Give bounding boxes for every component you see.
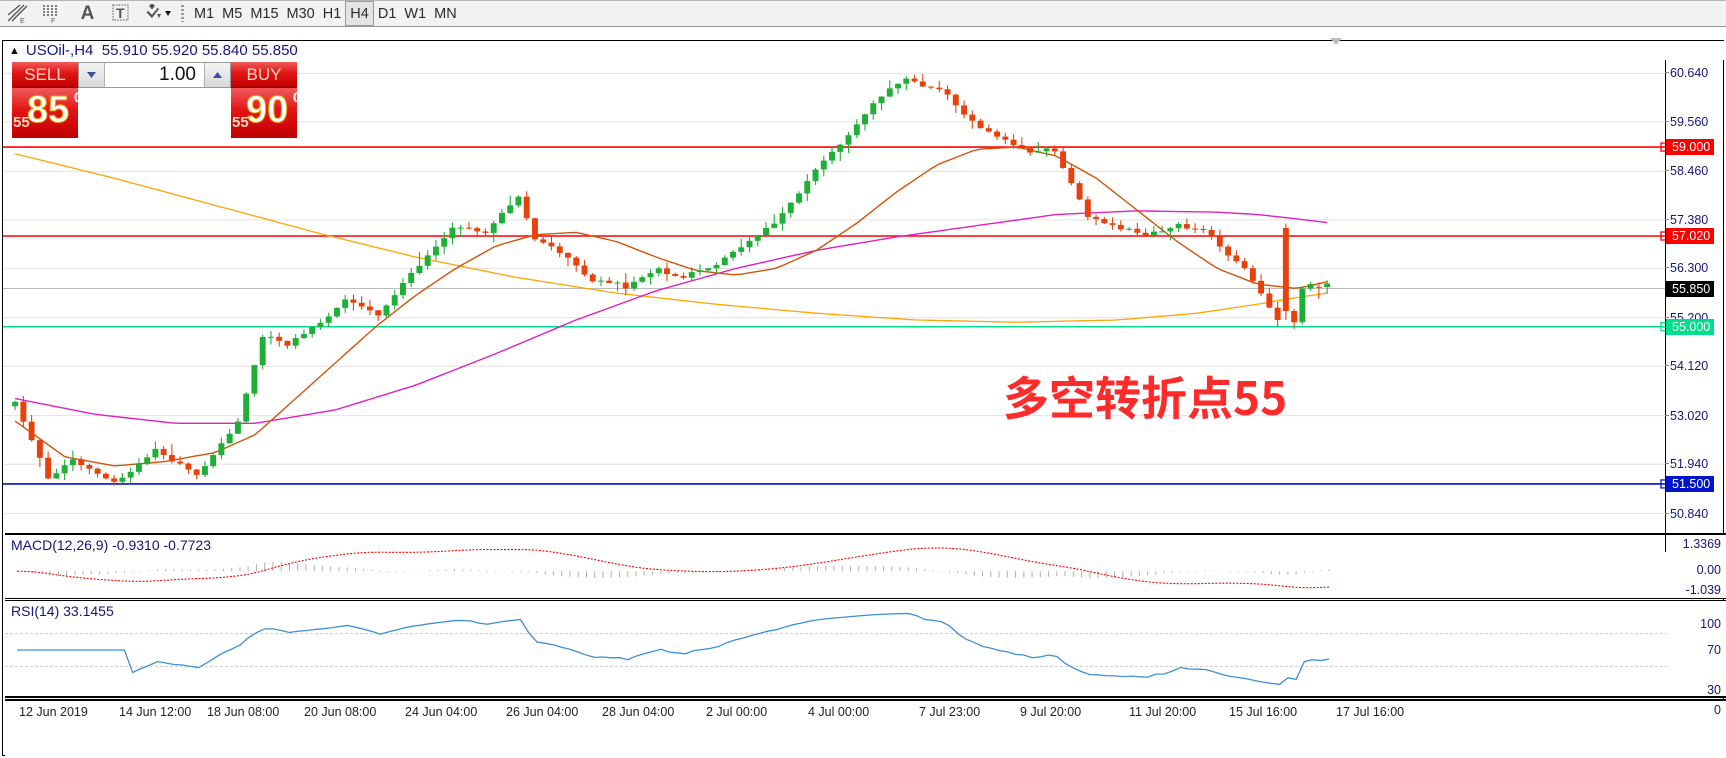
svg-text:T: T [116,5,125,21]
svg-text:E: E [20,18,25,24]
svg-text:F: F [51,18,55,24]
